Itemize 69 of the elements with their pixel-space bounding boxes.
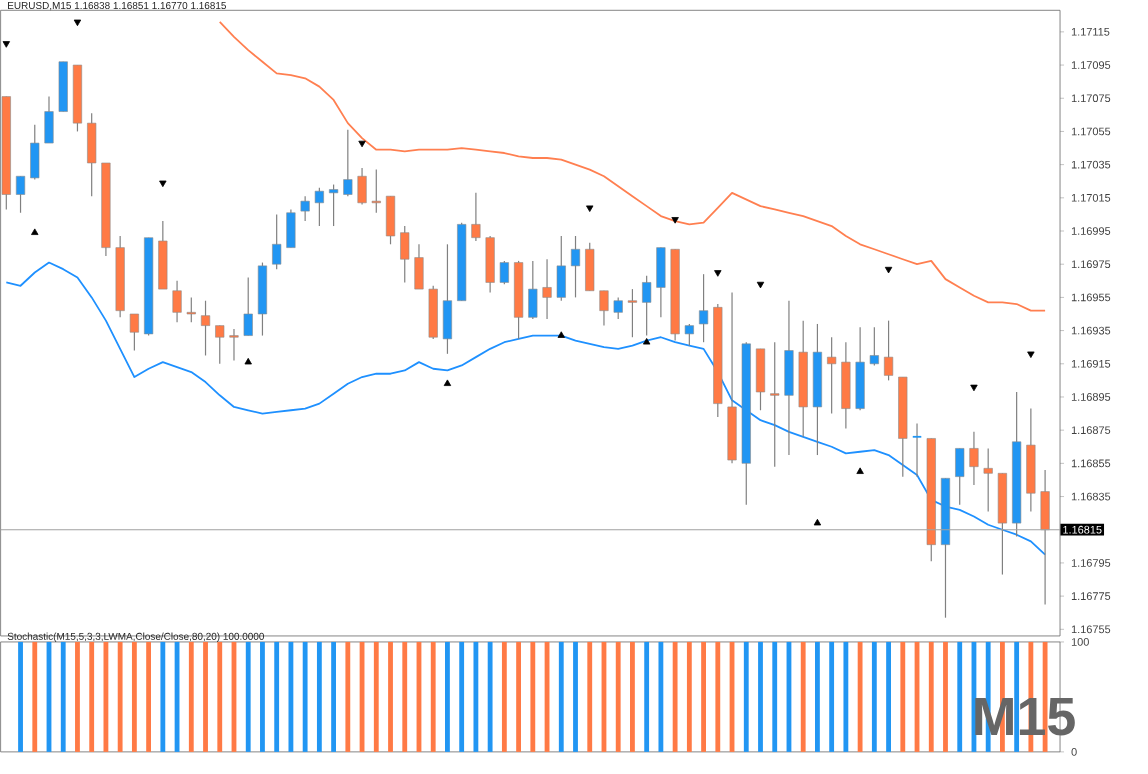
candlestick	[911, 422, 923, 478]
candlestick	[471, 192, 481, 242]
candlestick	[884, 320, 894, 382]
candlestick	[784, 300, 794, 456]
candlestick	[485, 235, 495, 294]
candlestick	[642, 275, 652, 337]
point	[813, 518, 822, 526]
point	[31, 228, 39, 236]
point	[358, 140, 366, 148]
candlestick	[570, 235, 581, 299]
candlestick	[329, 184, 339, 227]
point	[671, 217, 679, 224]
candlestick	[186, 296, 196, 323]
candlestick	[371, 169, 381, 214]
point	[159, 180, 167, 188]
point	[557, 331, 565, 338]
point	[443, 379, 452, 387]
point	[642, 338, 651, 345]
candlestick	[983, 447, 993, 513]
candlestick	[15, 175, 26, 214]
candlestick	[684, 323, 694, 347]
candlestick	[200, 300, 211, 357]
point	[73, 19, 82, 27]
point	[586, 205, 594, 213]
point	[244, 357, 252, 365]
candlestick	[542, 258, 552, 320]
candlestick	[869, 326, 879, 367]
candlestick	[300, 195, 310, 222]
candlestick	[286, 208, 296, 249]
candlestick	[841, 341, 851, 430]
candlestick	[30, 124, 40, 181]
point	[856, 467, 864, 475]
candlestick	[343, 129, 353, 197]
candlestick	[414, 243, 424, 290]
candlestick	[215, 325, 225, 365]
candlestick	[229, 328, 239, 362]
candlestick	[272, 213, 282, 270]
candlestick	[627, 288, 637, 338]
candlestick	[243, 276, 253, 337]
candlestick	[314, 187, 324, 227]
candlestick	[44, 96, 54, 144]
candlestick	[556, 235, 566, 302]
candlestick	[827, 336, 837, 415]
point	[884, 266, 893, 274]
candlestick	[755, 348, 766, 411]
candlestick	[585, 242, 595, 292]
point	[2, 41, 10, 48]
point	[714, 270, 722, 277]
point	[1027, 351, 1035, 359]
candlestick	[699, 273, 709, 343]
candlestick	[129, 313, 139, 352]
candlestick	[87, 112, 97, 197]
candlestick	[499, 260, 509, 285]
candlestick	[400, 225, 410, 284]
candlestick	[172, 280, 182, 323]
candlestick	[528, 260, 538, 320]
candlestick	[385, 195, 396, 245]
candlestick	[442, 243, 452, 355]
point	[756, 281, 765, 289]
point	[970, 384, 978, 392]
candlestick	[613, 296, 623, 320]
candlestick	[770, 341, 780, 468]
candlestick	[969, 431, 979, 486]
candlestick	[1040, 469, 1050, 606]
candlestick	[855, 326, 865, 411]
candlestick	[599, 290, 609, 327]
candlestick	[955, 447, 965, 506]
candlestick	[357, 167, 367, 206]
candlestick	[656, 247, 666, 318]
